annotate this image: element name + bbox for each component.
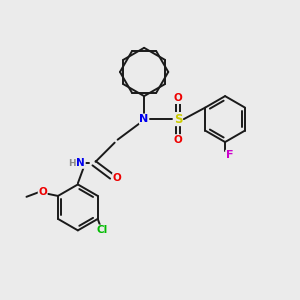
Text: H: H bbox=[68, 159, 76, 168]
Text: Cl: Cl bbox=[97, 225, 108, 235]
Text: S: S bbox=[174, 112, 182, 126]
Text: O: O bbox=[38, 188, 47, 197]
Text: F: F bbox=[226, 150, 233, 160]
Text: O: O bbox=[174, 94, 182, 103]
Text: O: O bbox=[112, 173, 122, 183]
Text: N: N bbox=[140, 114, 149, 124]
Text: N: N bbox=[76, 158, 85, 168]
Text: O: O bbox=[174, 135, 182, 145]
